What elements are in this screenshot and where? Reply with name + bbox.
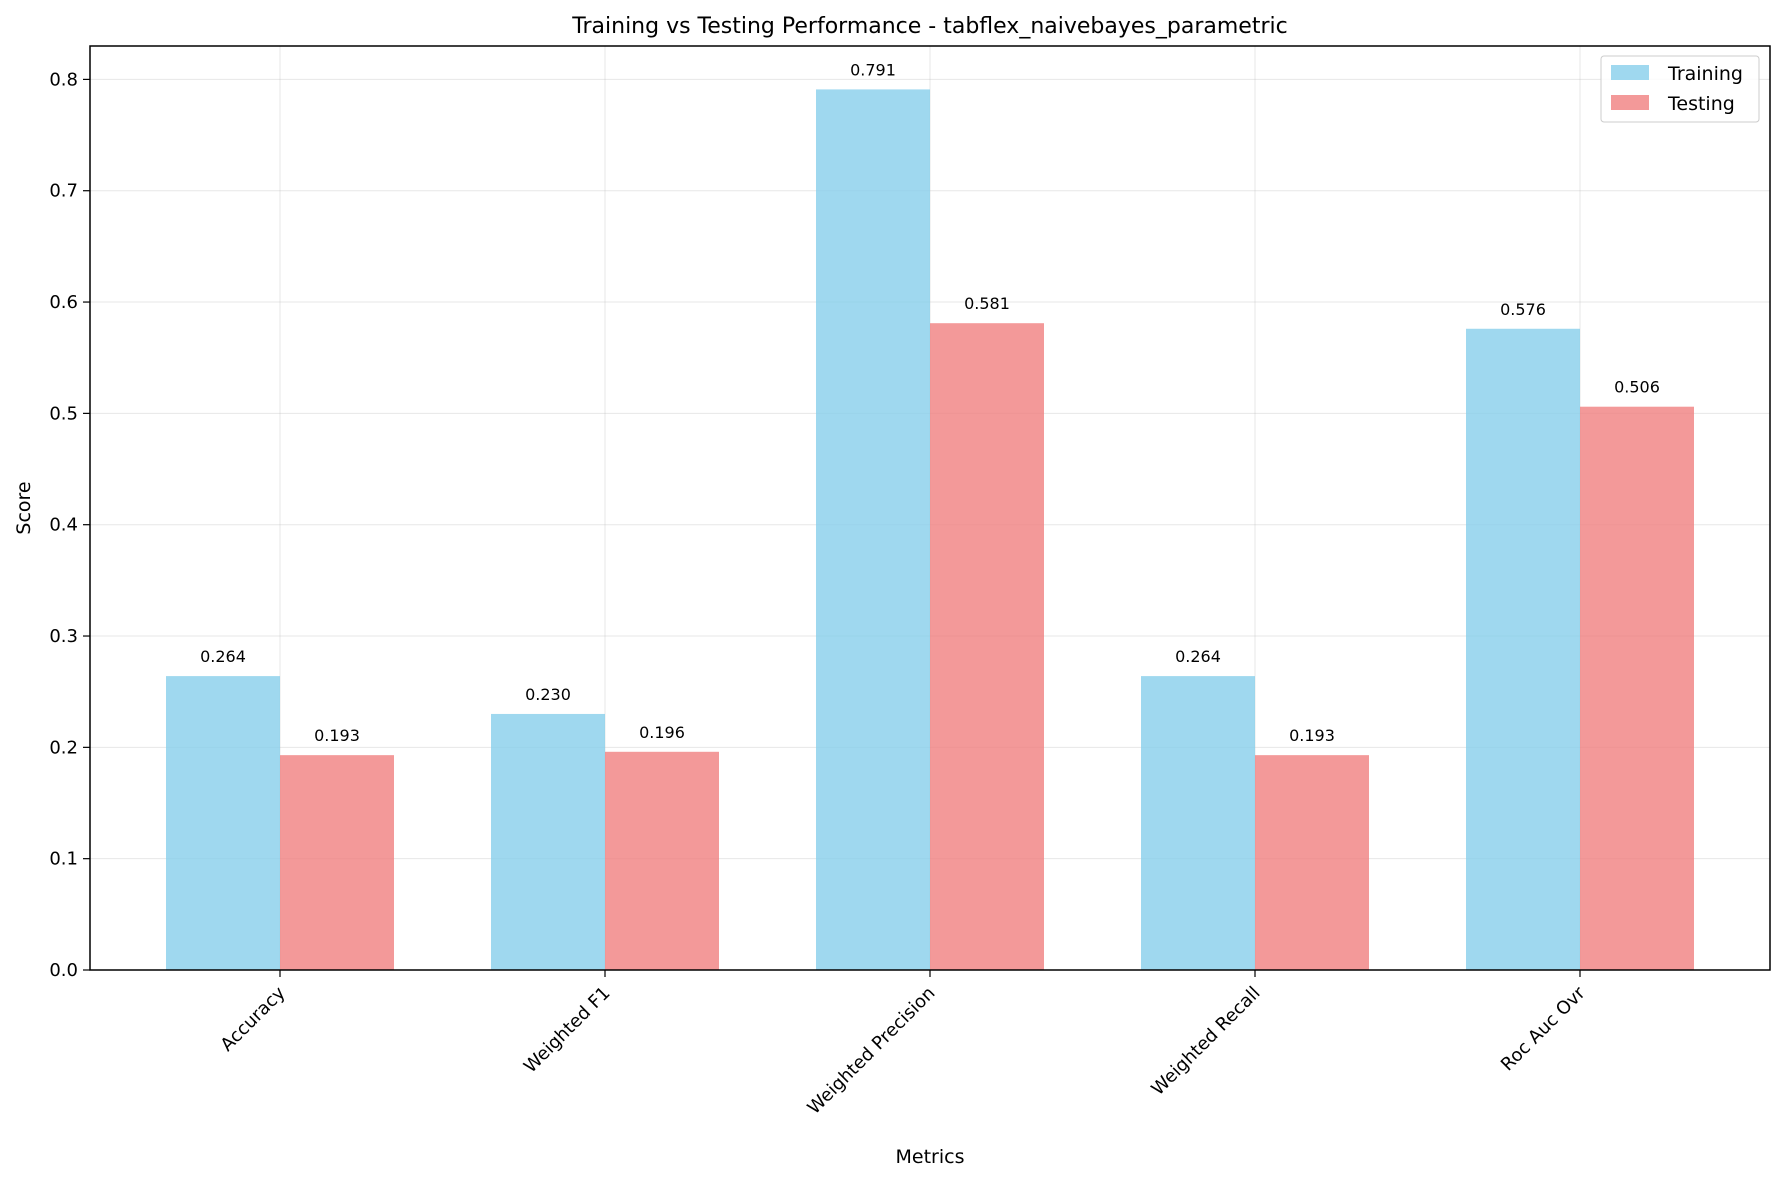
bar-training	[1466, 328, 1580, 971]
y-tick-label: 0.4	[49, 515, 78, 536]
bar-value-label: 0.581	[964, 294, 1010, 313]
bar-value-label: 0.791	[850, 60, 896, 79]
y-tick-label: 0.7	[49, 181, 78, 202]
y-tick-label: 0.2	[49, 737, 78, 758]
bar-value-label: 0.264	[1175, 647, 1221, 666]
bar-value-label: 0.230	[525, 685, 571, 704]
bar-testing	[605, 751, 719, 970]
bar-value-label: 0.193	[1289, 726, 1335, 745]
bar-testing	[1255, 755, 1369, 970]
x-axis-label: Metrics	[896, 1146, 965, 1168]
bar-training	[491, 713, 605, 970]
legend: Training Testing	[1600, 55, 1760, 123]
bar-training	[166, 676, 280, 970]
y-tick-label: 0.1	[49, 849, 78, 870]
y-axis-label: Score	[13, 481, 35, 534]
legend-label-training: Training	[1667, 63, 1743, 85]
bars	[166, 89, 1694, 971]
legend-label-testing: Testing	[1667, 93, 1735, 115]
bar-testing	[280, 755, 394, 970]
y-tick-label: 0.3	[49, 626, 78, 647]
bar-value-label: 0.193	[314, 726, 360, 745]
legend-swatch-testing	[1611, 95, 1649, 110]
bar-value-label: 0.196	[639, 723, 685, 742]
y-tick-label: 0.8	[49, 69, 78, 90]
y-tick-label: 0.6	[49, 292, 78, 313]
bar-testing	[1580, 406, 1694, 970]
value-labels: 0.264 0.230 0.791 0.264 0.576 0.193 0.196 0.581…	[200, 60, 1660, 745]
bar-training	[816, 89, 930, 970]
bar-value-label: 0.264	[200, 647, 246, 666]
legend-swatch-training	[1611, 65, 1649, 80]
chart-title: Training vs Testing Performance - tabfle…	[571, 14, 1287, 39]
bar-training	[1141, 676, 1255, 970]
bar-testing	[930, 323, 1044, 970]
bar-value-label: 0.576	[1500, 300, 1546, 319]
y-tick-label: 0.5	[49, 403, 78, 424]
y-axis: 0.0 0.1 0.2 0.3 0.4 0.5 0.6 0.7 0.8	[49, 69, 90, 981]
bar-value-label: 0.506	[1614, 378, 1660, 397]
y-tick-label: 0.0	[49, 960, 78, 981]
